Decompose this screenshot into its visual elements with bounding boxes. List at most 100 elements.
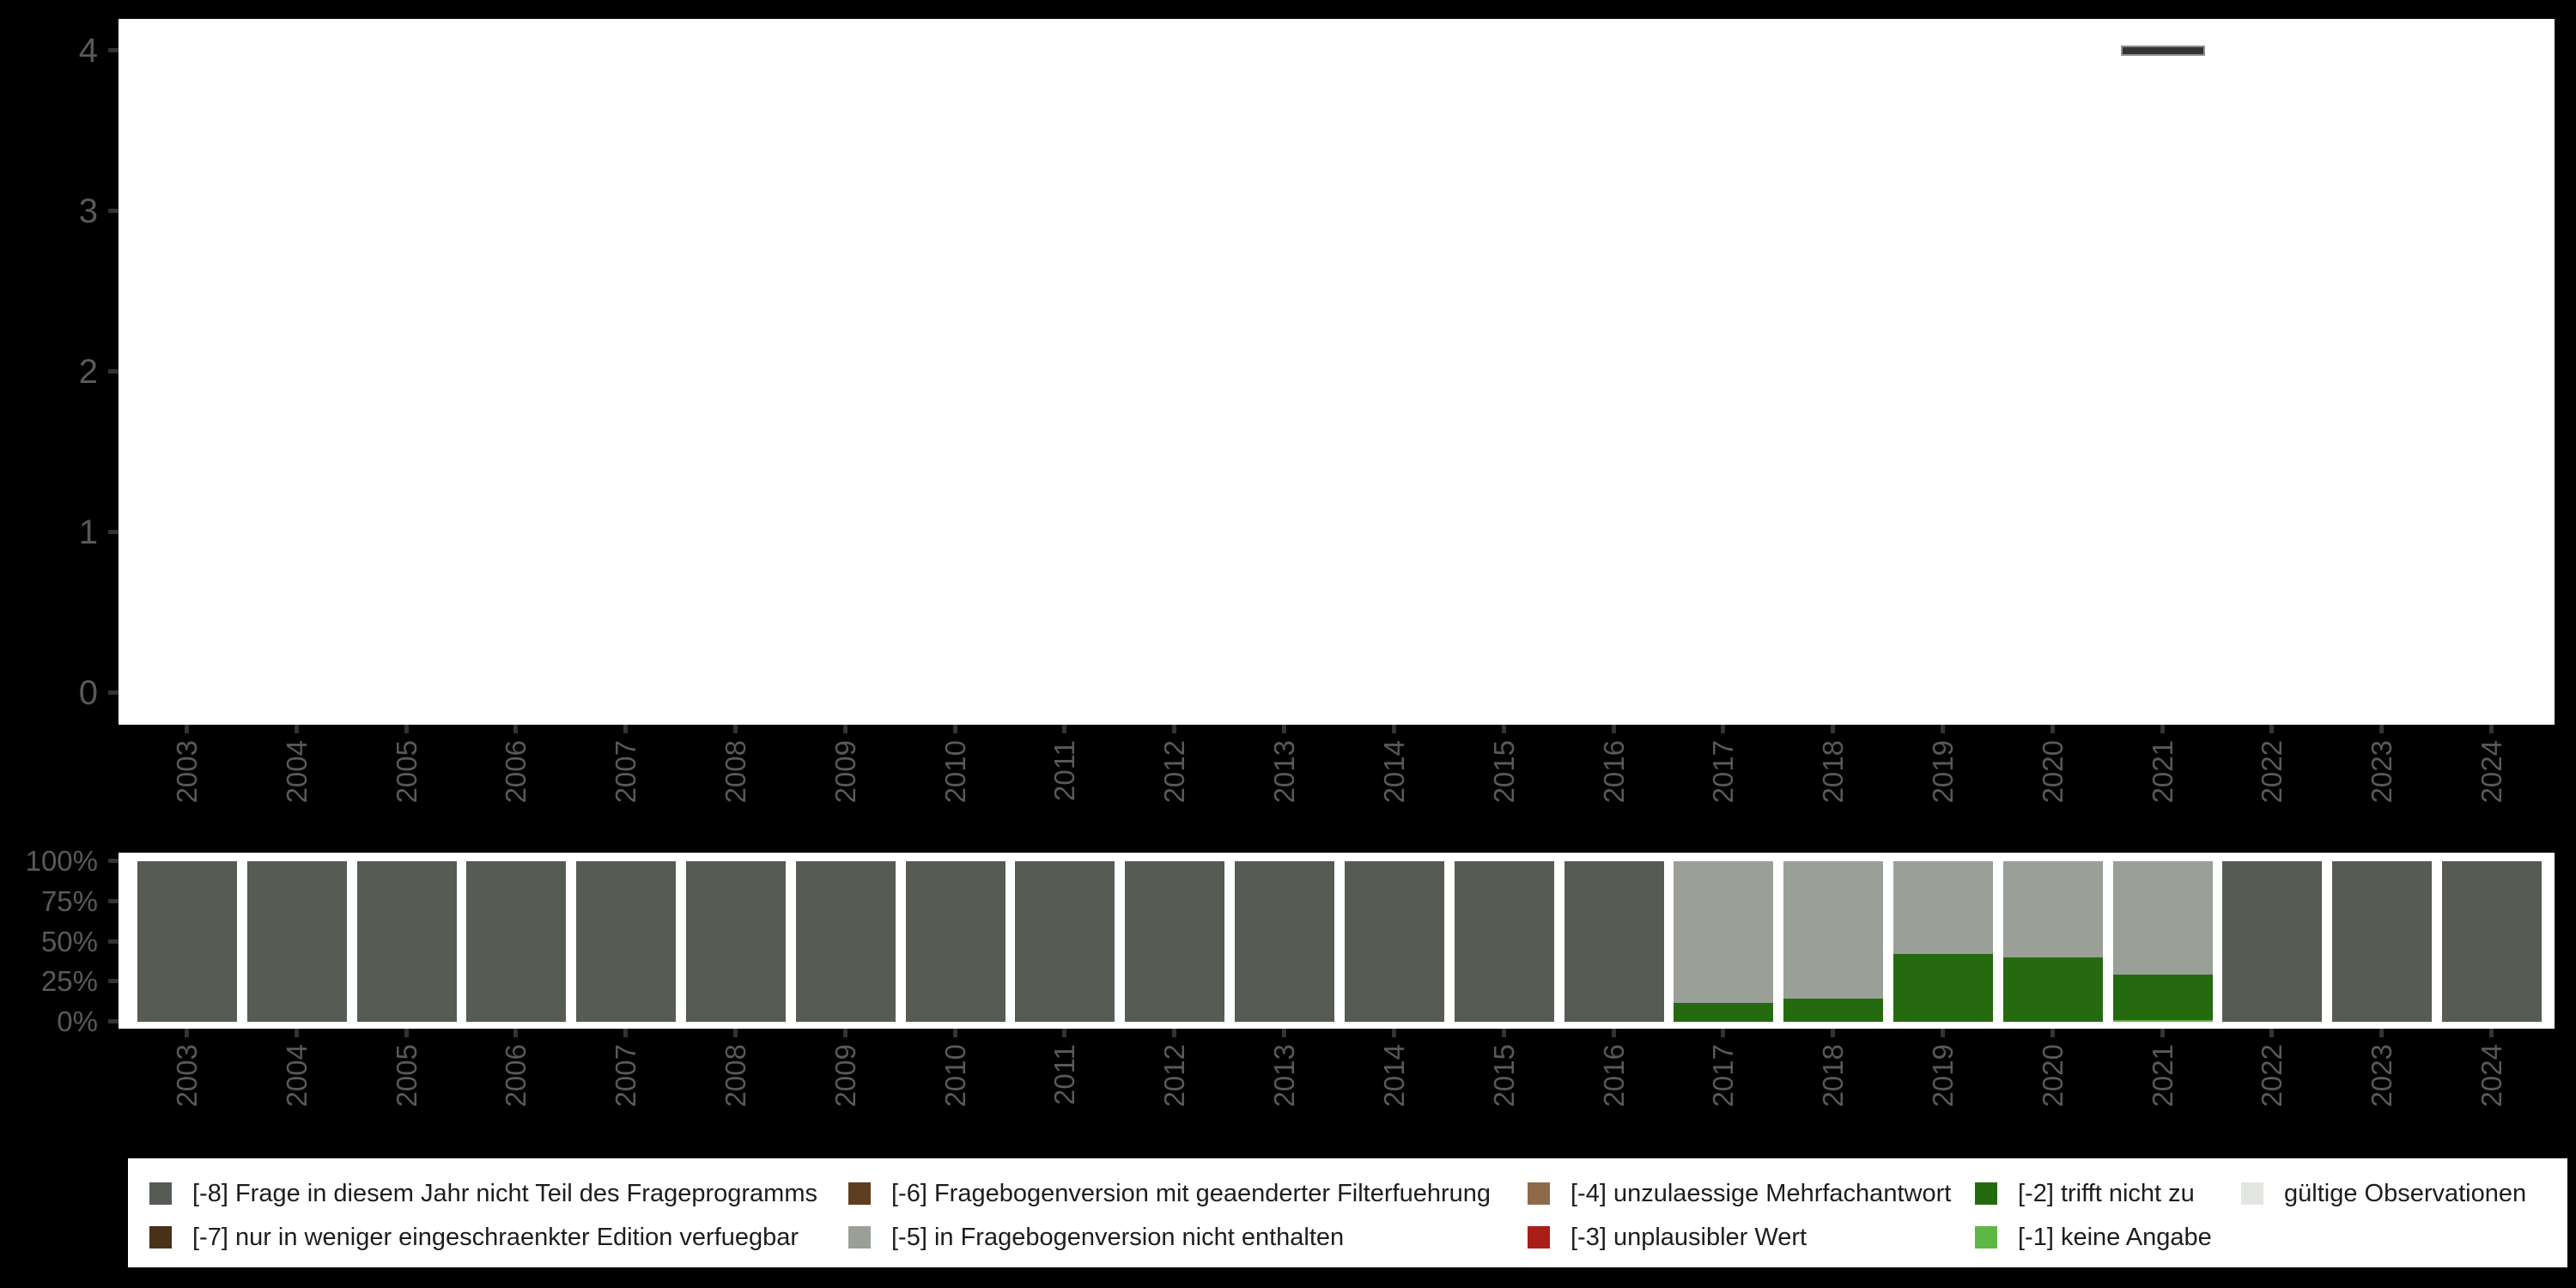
top-x-tick-label: 2010 xyxy=(939,740,971,804)
top-x-tick-mark xyxy=(842,725,848,733)
top-x-tick-label: 2011 xyxy=(1048,740,1081,801)
stacked-bar xyxy=(356,853,457,1029)
bottom-x-tick-mark xyxy=(185,1029,189,1037)
top-y-tick-label: 3 xyxy=(78,192,98,230)
bottom-x-tick-label: 2008 xyxy=(720,1044,752,1108)
top-x-tick-mark xyxy=(1282,725,1287,733)
top-x-tick-mark xyxy=(1172,725,1177,733)
bottom-x-tick-mark xyxy=(1501,1029,1506,1037)
top-x-tick-mark xyxy=(2160,725,2165,733)
legend-label-code-8: [-8] Frage in diesem Jahr nicht Teil des… xyxy=(192,1180,817,1207)
bar-segment-code-5 xyxy=(2112,861,2213,975)
bottom-x-tick-label: 2007 xyxy=(610,1044,642,1108)
top-x-tick-label: 2007 xyxy=(610,740,642,804)
bottom-x-tick-label: 2011 xyxy=(1048,1044,1081,1105)
top-x-tick-mark xyxy=(1940,725,1945,733)
bar-segment-code-2 xyxy=(1783,998,1884,1022)
top-x-tick-label: 2006 xyxy=(500,740,532,804)
top-x-tick-label: 2016 xyxy=(1597,740,1630,804)
bar-segment-code-2 xyxy=(1893,953,1993,1022)
top-x-tick-label: 2012 xyxy=(1158,740,1191,804)
bottom-x-tick-label: 2009 xyxy=(829,1044,861,1108)
stacked-bar xyxy=(1564,853,1664,1029)
stacked-bar xyxy=(1125,853,1225,1029)
bottom-x-tick-label: 2022 xyxy=(2256,1044,2288,1108)
bar-segment-code-8 xyxy=(2332,861,2433,1022)
bottom-x-tick-mark xyxy=(2379,1029,2385,1037)
bar-segment-code-5 xyxy=(1674,861,1774,1003)
top-x-tick-label: 2015 xyxy=(1487,740,1520,804)
bottom-x-tick-mark xyxy=(404,1029,409,1037)
top-x-tick-mark xyxy=(2379,725,2385,733)
stacked-bar xyxy=(1344,853,1444,1029)
bottom-x-tick-mark xyxy=(513,1029,519,1037)
top-x-tick-mark xyxy=(1831,725,1836,733)
top-y-tick-mark xyxy=(108,530,118,534)
bottom-x-tick-mark xyxy=(1282,1029,1287,1037)
legend-swatch-code-4 xyxy=(1528,1182,1550,1205)
legend-label-code-7: [-7] nur in weniger eingeschraenkter Edi… xyxy=(192,1224,799,1251)
bottom-y-tick-label: 25% xyxy=(40,965,98,998)
bottom-x-tick-mark xyxy=(1940,1029,1945,1037)
bar-segment-code-2 xyxy=(1674,1002,1774,1022)
bottom-x-tick-label: 2017 xyxy=(1707,1044,1740,1108)
legend-label-code-3: [-3] unplausibler Wert xyxy=(1571,1224,1807,1251)
bottom-x-tick-mark xyxy=(733,1029,738,1037)
legend-swatch-code-5 xyxy=(848,1226,871,1249)
top-x-tick-label: 2005 xyxy=(390,740,422,804)
bar-segment-code-8 xyxy=(2441,861,2542,1022)
bar-segment-code-8 xyxy=(137,861,237,1022)
stacked-bar xyxy=(686,853,787,1029)
top-x-tick-label: 2009 xyxy=(829,740,861,804)
observation-count-mark xyxy=(2120,46,2205,56)
top-x-tick-mark xyxy=(623,725,629,733)
top-y-tick-mark xyxy=(108,209,118,213)
legend-swatch-code-1 xyxy=(1975,1226,1997,1249)
legend-label-code-4: [-4] unzulaessige Mehrfachantwort xyxy=(1571,1180,1952,1207)
stacked-bar xyxy=(2332,853,2433,1029)
stacked-bar xyxy=(905,853,1005,1029)
stacked-bar xyxy=(2441,853,2542,1029)
stacked-bar xyxy=(576,853,677,1029)
bottom-x-tick-label: 2018 xyxy=(1817,1044,1850,1108)
bottom-y-tick-mark xyxy=(108,939,118,944)
top-y-tick-label: 4 xyxy=(78,32,98,70)
top-x-tick-mark xyxy=(1391,725,1396,733)
bottom-x-tick-mark xyxy=(623,1029,629,1037)
bar-segment-code-8 xyxy=(356,861,457,1022)
bottom-x-tick-mark xyxy=(2160,1029,2165,1037)
bottom-x-tick-mark xyxy=(952,1029,957,1037)
bar-segment-code-8 xyxy=(905,861,1005,1022)
stacked-bar xyxy=(1015,853,1115,1029)
stacked-bar xyxy=(795,853,896,1029)
bar-segment-code-8 xyxy=(246,861,347,1022)
bottom-x-tick-mark xyxy=(842,1029,848,1037)
bar-segment-code-5 xyxy=(1783,861,1884,999)
bottom-y-tick-label: 100% xyxy=(25,845,98,877)
legend-swatch-code-6 xyxy=(848,1182,871,1205)
bottom-x-tick-label: 2004 xyxy=(280,1044,313,1108)
legend-label-code-5: [-5] in Fragebogenversion nicht enthalte… xyxy=(891,1224,1345,1251)
top-x-tick-label: 2017 xyxy=(1707,740,1740,804)
bottom-x-tick-mark xyxy=(1391,1029,1396,1037)
top-y-tick-label: 1 xyxy=(78,513,98,551)
top-x-tick-label: 2013 xyxy=(1268,740,1301,804)
bottom-x-tick-label: 2015 xyxy=(1487,1044,1520,1108)
bottom-x-tick-mark xyxy=(2488,1029,2494,1037)
bottom-x-tick-mark xyxy=(1172,1029,1177,1037)
bottom-y-tick-mark xyxy=(108,1019,118,1024)
bar-segment-code-8 xyxy=(1454,861,1554,1022)
top-x-tick-label: 2024 xyxy=(2475,740,2507,804)
stacked-bar xyxy=(1893,853,1993,1029)
bar-segment-code-2 xyxy=(2002,957,2103,1022)
top-x-tick-mark xyxy=(185,725,189,733)
bar-segment-code-8 xyxy=(686,861,787,1022)
top-x-tick-mark xyxy=(1062,725,1067,733)
top-y-tick-label: 2 xyxy=(78,353,98,391)
bar-segment-code-8 xyxy=(1015,861,1115,1022)
bar-segment-code-8 xyxy=(795,861,896,1022)
stacked-bar xyxy=(2112,853,2213,1029)
stacked-bar xyxy=(2002,853,2103,1029)
bottom-chart-plot-area xyxy=(118,853,2555,1029)
